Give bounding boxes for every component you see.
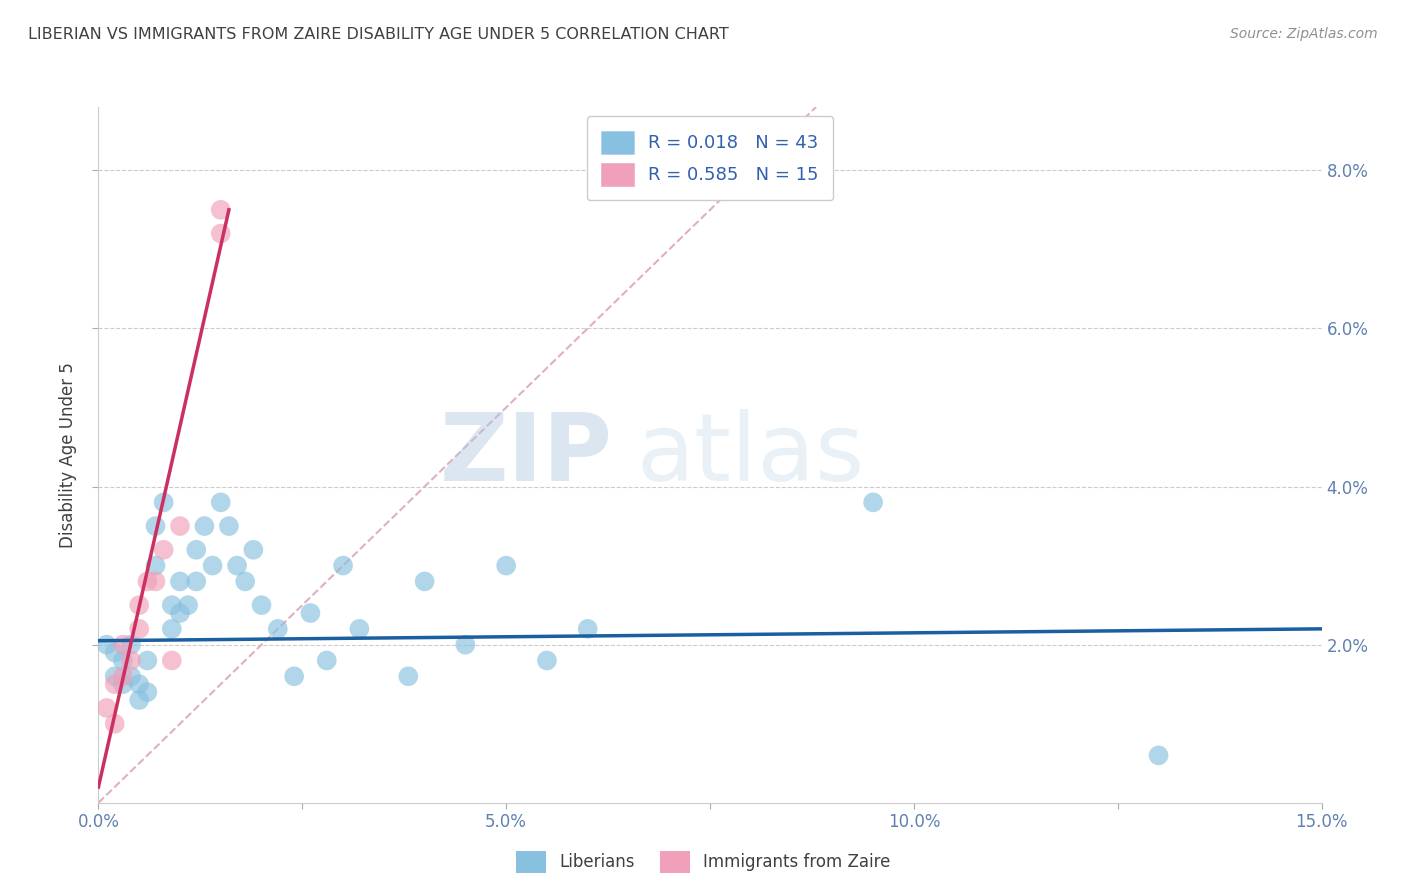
Point xyxy=(145,558,167,573)
Point xyxy=(136,685,159,699)
Point xyxy=(396,669,419,683)
Point xyxy=(862,495,884,509)
Text: LIBERIAN VS IMMIGRANTS FROM ZAIRE DISABILITY AGE UNDER 5 CORRELATION CHART: LIBERIAN VS IMMIGRANTS FROM ZAIRE DISABI… xyxy=(28,27,728,42)
Point xyxy=(576,622,599,636)
Point xyxy=(283,669,305,683)
Point xyxy=(250,598,273,612)
Point xyxy=(218,519,240,533)
Point xyxy=(128,598,150,612)
Point xyxy=(315,653,337,667)
Point xyxy=(145,519,167,533)
Point xyxy=(209,495,232,509)
Point xyxy=(111,669,134,683)
Legend: R = 0.018   N = 43, R = 0.585   N = 15: R = 0.018 N = 43, R = 0.585 N = 15 xyxy=(586,116,834,201)
Point xyxy=(267,622,290,636)
Point xyxy=(111,638,134,652)
Text: ZIP: ZIP xyxy=(439,409,612,501)
Point xyxy=(96,701,118,715)
Point xyxy=(169,574,191,589)
Point xyxy=(169,519,191,533)
Point xyxy=(136,574,159,589)
Legend: Liberians, Immigrants from Zaire: Liberians, Immigrants from Zaire xyxy=(509,845,897,880)
Y-axis label: Disability Age Under 5: Disability Age Under 5 xyxy=(59,362,77,548)
Point xyxy=(242,542,264,557)
Point xyxy=(136,653,159,667)
Point xyxy=(96,638,118,652)
Point xyxy=(120,638,142,652)
Point xyxy=(299,606,322,620)
Text: Source: ZipAtlas.com: Source: ZipAtlas.com xyxy=(1230,27,1378,41)
Point xyxy=(104,646,127,660)
Point xyxy=(111,677,134,691)
Point xyxy=(413,574,436,589)
Point xyxy=(104,669,127,683)
Point xyxy=(193,519,215,533)
Point xyxy=(201,558,224,573)
Point xyxy=(160,598,183,612)
Point xyxy=(104,677,127,691)
Point xyxy=(104,716,127,731)
Point xyxy=(120,653,142,667)
Text: atlas: atlas xyxy=(637,409,865,501)
Point xyxy=(226,558,249,573)
Point xyxy=(1147,748,1170,763)
Point xyxy=(186,574,208,589)
Point xyxy=(209,227,232,241)
Point xyxy=(332,558,354,573)
Point xyxy=(128,693,150,707)
Point xyxy=(128,622,150,636)
Point xyxy=(186,542,208,557)
Point xyxy=(169,606,191,620)
Point xyxy=(209,202,232,217)
Point xyxy=(233,574,256,589)
Point xyxy=(152,495,174,509)
Point xyxy=(454,638,477,652)
Point xyxy=(120,669,142,683)
Point xyxy=(160,622,183,636)
Point xyxy=(160,653,183,667)
Point xyxy=(111,653,134,667)
Point xyxy=(536,653,558,667)
Point xyxy=(152,542,174,557)
Point xyxy=(349,622,371,636)
Point xyxy=(145,574,167,589)
Point xyxy=(128,677,150,691)
Point xyxy=(495,558,517,573)
Point xyxy=(177,598,200,612)
